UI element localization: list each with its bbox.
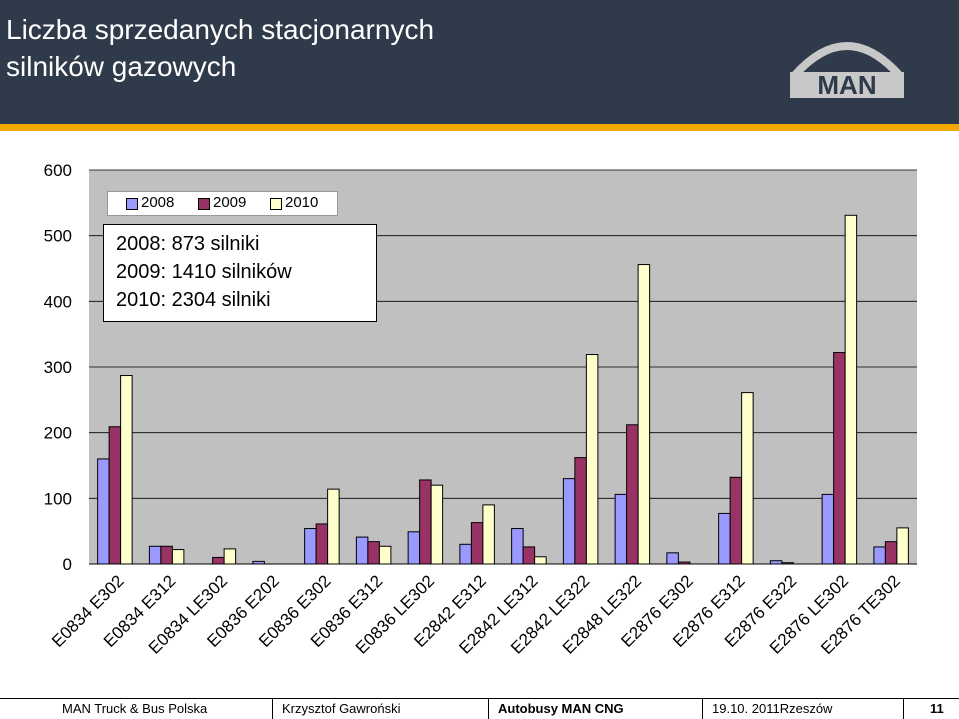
legend-swatch-2010 [270,198,282,210]
y-tick-label: 600 [44,161,72,180]
title-bar [0,0,959,124]
bar-2009 [315,523,329,565]
footer-author: Krzysztof Gawroński [282,701,401,716]
y-tick-label: 0 [63,555,72,574]
bar-2009 [108,426,122,565]
bar-2009 [884,541,898,565]
annotation-2010: 2010: 2304 silniki [116,289,271,311]
bar-2009 [470,522,484,565]
y-tick-label: 300 [44,358,72,377]
annotation-2008: 2008: 873 silniki [116,233,260,255]
bar-2008 [718,512,731,565]
bar-2009 [833,352,846,565]
bar-2008 [355,536,369,565]
footer-company: MAN Truck & Bus Polska [62,701,208,716]
man-logo: MAN [790,42,904,100]
bar-2009 [212,556,225,565]
annotation-2009: 2009: 1410 silników [116,261,292,283]
bar-2010 [585,354,599,565]
bar-2008 [821,493,835,565]
footer-divider [702,699,703,719]
bar-2008 [562,478,576,565]
legend-label-2009: 2009 [213,194,247,211]
bar-2008 [459,543,472,565]
y-axis-ticks: 0 100 200 300 400 500 600 [44,161,72,574]
legend-label-2010: 2010 [285,194,319,211]
bar-2009 [367,541,380,565]
y-tick-label: 500 [44,227,72,246]
bar-2008 [511,528,524,565]
footer-date-place: 19.10. 2011Rzeszów [712,701,833,716]
footer-divider [903,699,904,719]
bar-2008 [148,545,162,565]
bar-2008 [407,531,421,565]
footer-bar: MAN Truck & Bus Polska Krzysztof Gawrońs… [0,698,959,719]
slide-title-line1: Liczba sprzedanych stacjonarnych [6,14,435,45]
bar-2009 [729,476,743,565]
bar-2009 [419,479,432,565]
logo-text: MAN [817,70,876,100]
y-tick-label: 200 [44,424,72,443]
bar-2010 [637,264,651,565]
y-tick-label: 400 [44,292,72,311]
bar-2008 [873,546,886,565]
bars [97,214,909,565]
bar-2010 [171,549,185,565]
bar-2010 [120,375,133,565]
legend-swatch-2009 [198,198,210,210]
footer-page-number: 11 [930,701,944,716]
legend-label-2008: 2008 [141,194,175,211]
bar-2010 [896,527,909,565]
bar-2008 [97,458,110,565]
bar-2010 [534,556,547,565]
bar-2010 [223,548,237,565]
bar-2009 [626,424,639,565]
accent-stripe [0,124,959,131]
bar-2010 [327,488,340,565]
bar-2009 [522,546,536,565]
footer-divider [488,699,489,719]
bar-2008 [666,552,679,565]
legend: 2008 2009 2010 [107,191,338,216]
bar-2010 [430,484,444,565]
bar-2009 [574,457,587,565]
bar-2008 [614,493,628,565]
slide-title-line2: silników gazowych [6,51,237,82]
bar-2008 [304,528,317,565]
y-tick-label: 100 [44,489,72,508]
bar-2010 [378,545,392,565]
legend-swatch-2008 [126,198,138,210]
bar-2009 [160,545,173,565]
bar-2010 [741,392,754,565]
totals-annotation: 2008: 873 silniki 2009: 1410 silników 20… [103,224,377,322]
bar-2010 [844,214,858,565]
footer-topic: Autobusy MAN CNG [498,701,624,716]
bar-2010 [482,504,495,565]
footer-divider [272,699,273,719]
